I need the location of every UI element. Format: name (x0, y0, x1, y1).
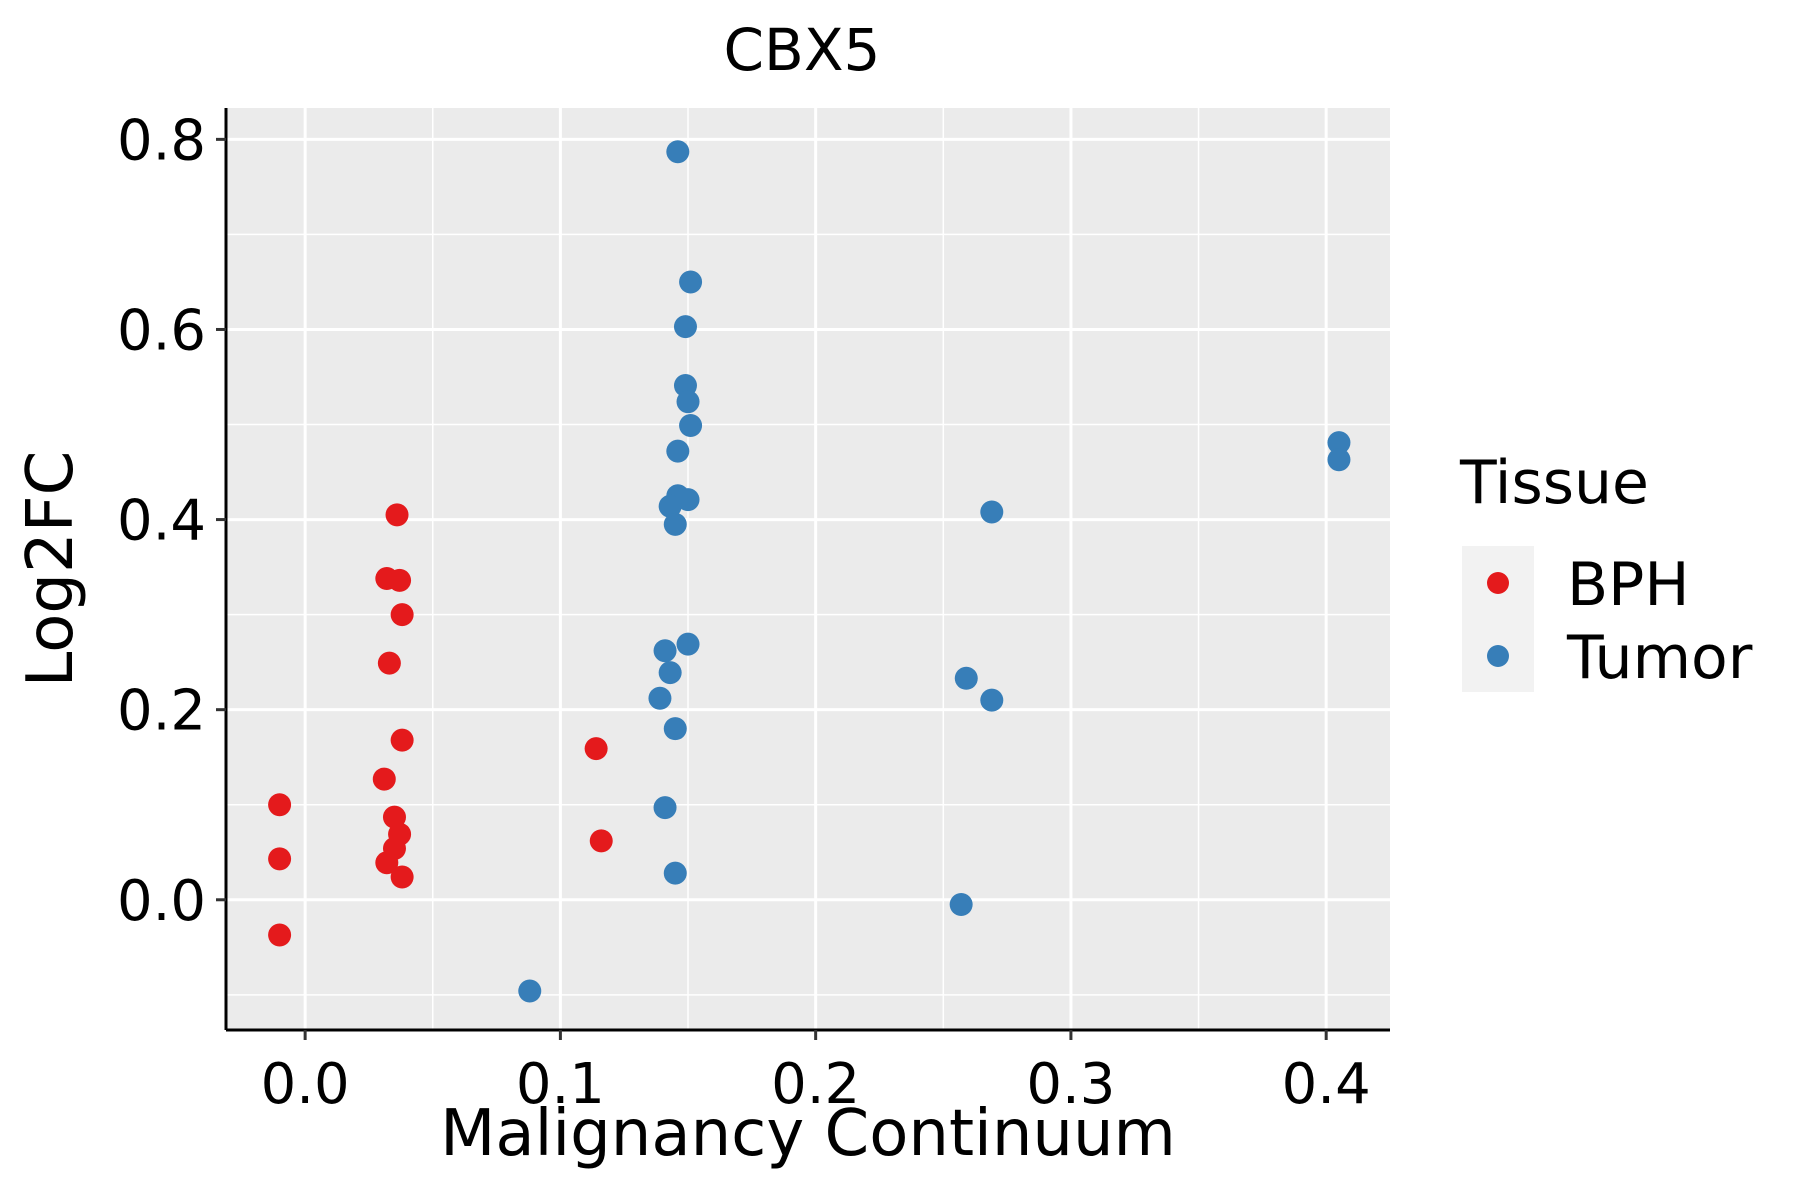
point-tumor (653, 796, 677, 820)
minor-gridlines (226, 108, 1390, 1030)
point-bph (390, 865, 414, 889)
point-bph (375, 851, 399, 875)
point-tumor (648, 686, 672, 710)
point-tumor (663, 717, 687, 741)
legend-key-tumor (1487, 645, 1509, 667)
y-tick-label: 0.4 (117, 489, 206, 554)
legend-label-bph: BPH (1567, 550, 1689, 620)
point-tumor (663, 512, 687, 536)
point-tumor (949, 893, 973, 917)
legend-label-tumor: Tumor (1566, 623, 1753, 693)
legend-key-background (1462, 546, 1534, 692)
point-bph (589, 829, 613, 853)
y-tick-label: 0.6 (117, 298, 206, 363)
point-bph (268, 793, 292, 817)
point-bph (388, 568, 412, 592)
data-points (268, 140, 1351, 1003)
chart-title: CBX5 (724, 16, 881, 84)
x-tick-label: 0.2 (771, 1052, 860, 1117)
point-bph (390, 728, 414, 752)
x-axis-ticks: 0.0 0.1 0.2 0.3 0.4 (261, 1030, 1371, 1117)
x-axis-title: Malignancy Continuum (440, 1097, 1176, 1171)
point-tumor (658, 661, 682, 685)
x-tick-label: 0.0 (261, 1052, 350, 1117)
point-tumor (518, 979, 542, 1003)
point-tumor (954, 666, 978, 690)
point-tumor (676, 488, 700, 512)
point-bph (377, 651, 401, 675)
point-tumor (980, 500, 1004, 524)
point-tumor (1327, 448, 1351, 472)
y-tick-label: 0.2 (117, 679, 206, 744)
legend-key-bph (1487, 572, 1509, 594)
y-axis-ticks: 0.0 0.2 0.4 0.6 0.8 (117, 108, 226, 934)
major-gridlines (226, 108, 1390, 1030)
point-tumor (679, 413, 703, 437)
point-tumor (666, 439, 690, 463)
point-tumor (1327, 431, 1351, 455)
plot-panel (226, 108, 1390, 1030)
x-tick-label: 0.1 (516, 1052, 605, 1117)
y-axis-title: Log2FC (14, 451, 88, 688)
legend: Tissue BPH Tumor (1459, 448, 1753, 693)
x-tick-label: 0.4 (1282, 1052, 1371, 1117)
y-tick-label: 0.0 (117, 869, 206, 934)
point-tumor (663, 861, 687, 885)
y-tick-label: 0.8 (117, 108, 206, 173)
point-tumor (676, 390, 700, 414)
point-tumor (658, 494, 682, 518)
point-bph (584, 737, 608, 761)
point-bph (268, 923, 292, 947)
point-bph (390, 603, 414, 627)
point-tumor (676, 632, 700, 656)
x-tick-label: 0.3 (1026, 1052, 1115, 1117)
point-tumor (679, 270, 703, 294)
point-tumor (673, 315, 697, 339)
point-tumor (653, 639, 677, 663)
point-tumor (980, 688, 1004, 712)
point-tumor (666, 140, 690, 164)
point-bph (268, 847, 292, 871)
legend-title: Tissue (1459, 448, 1649, 518)
point-bph (372, 767, 396, 791)
point-bph (385, 503, 409, 527)
